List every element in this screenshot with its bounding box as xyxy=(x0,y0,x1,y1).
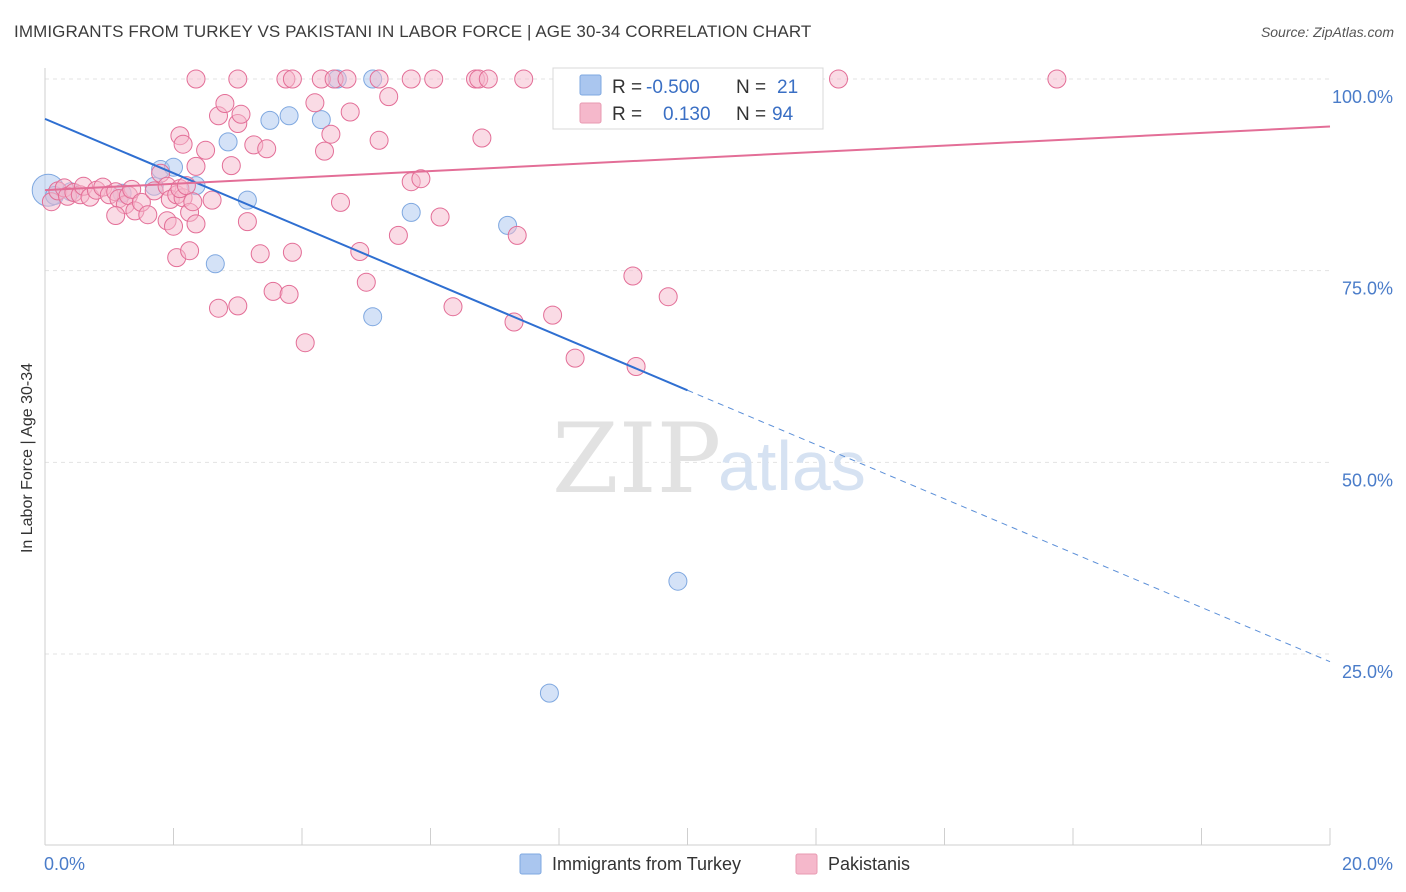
series-legend-swatch-turkey xyxy=(519,853,542,875)
point-turkey xyxy=(363,307,383,327)
point-turkey xyxy=(401,202,421,222)
point-pakistani xyxy=(228,296,248,316)
point-turkey xyxy=(260,110,280,130)
point-turkey xyxy=(279,106,299,126)
point-pakistani xyxy=(180,241,200,261)
watermark: ZIP atlas xyxy=(552,403,866,515)
trend-line-turkey-extrapolated xyxy=(687,389,1331,663)
point-pakistani xyxy=(388,225,408,245)
watermark-atlas: atlas xyxy=(718,427,866,505)
point-pakistani xyxy=(231,104,251,124)
point-pakistani xyxy=(356,272,376,292)
point-pakistani xyxy=(279,284,299,304)
point-pakistani xyxy=(196,140,216,160)
chart-title: IMMIGRANTS FROM TURKEY VS PAKISTANI IN L… xyxy=(14,22,812,41)
point-pakistani xyxy=(331,192,350,212)
point-pakistani xyxy=(202,190,222,210)
point-pakistani xyxy=(173,134,193,154)
point-pakistani xyxy=(186,156,206,176)
point-pakistani xyxy=(215,94,235,113)
point-pakistani xyxy=(565,348,585,368)
series-legend: Immigrants from Turkey Pakistanis xyxy=(519,853,910,875)
legend-swatch-turkey xyxy=(579,74,602,96)
point-pakistani xyxy=(282,69,302,89)
point-pakistani xyxy=(369,69,389,89)
legend-r-value-turkey: -0.500 xyxy=(646,77,700,98)
series-legend-label-turkey: Immigrants from Turkey xyxy=(552,854,741,874)
point-pakistani xyxy=(658,287,678,307)
y-tick-label: 25.0% xyxy=(1342,662,1393,682)
point-turkey xyxy=(539,683,559,703)
watermark-zip: ZIP xyxy=(552,403,721,515)
point-pakistani xyxy=(186,214,206,234)
point-pakistani xyxy=(321,124,341,144)
point-turkey xyxy=(311,110,331,130)
point-pakistani xyxy=(369,130,389,150)
series-legend-label-pakistani: Pakistanis xyxy=(828,854,910,874)
point-pakistani xyxy=(164,216,183,236)
trend-line-pakistani xyxy=(44,125,1331,192)
series-legend-swatch-pakistani xyxy=(795,853,818,875)
point-pakistani xyxy=(209,298,228,318)
legend-r-label-turkey: R = xyxy=(612,77,642,98)
point-pakistani xyxy=(106,206,126,225)
point-pakistani xyxy=(424,69,444,89)
point-pakistani xyxy=(411,169,431,189)
point-pakistani xyxy=(443,297,463,317)
point-pakistani xyxy=(263,281,283,301)
point-pakistani xyxy=(138,205,158,225)
point-pakistani xyxy=(430,207,450,227)
legend-n-label-turkey: N = xyxy=(736,77,766,98)
point-pakistani xyxy=(829,69,848,89)
point-pakistani xyxy=(183,192,203,212)
point-pakistani xyxy=(514,69,534,89)
point-pakistani xyxy=(623,266,643,286)
point-pakistani xyxy=(221,156,241,176)
point-pakistani xyxy=(379,87,399,107)
point-pakistani xyxy=(228,69,248,89)
y-tick-labels: 25.0% 50.0% 75.0% 100.0% xyxy=(1332,87,1393,682)
x-tick-label: 0.0% xyxy=(44,854,85,874)
point-pakistani xyxy=(543,305,563,325)
y-tick-label: 100.0% xyxy=(1332,87,1393,107)
point-pakistani xyxy=(340,102,360,122)
legend-r-value-pakistani: 0.130 xyxy=(663,104,711,125)
point-pakistani xyxy=(186,69,206,89)
point-pakistani xyxy=(1047,69,1067,89)
y-tick-label: 75.0% xyxy=(1342,279,1393,299)
point-pakistani xyxy=(472,128,492,148)
trend-line-turkey xyxy=(44,117,688,392)
legend-n-value-turkey: 21 xyxy=(777,77,798,98)
point-pakistani xyxy=(401,69,421,89)
point-pakistani xyxy=(250,244,270,264)
point-pakistani xyxy=(337,69,357,89)
data-points xyxy=(31,69,1067,703)
point-turkey xyxy=(205,254,225,274)
legend-n-label-pakistani: N = xyxy=(736,104,766,125)
x-tick-labels: 0.0% 20.0% xyxy=(44,854,1393,874)
y-tick-label: 50.0% xyxy=(1342,470,1393,490)
point-pakistani xyxy=(315,141,334,161)
legend-n-value-pakistani: 94 xyxy=(772,104,794,125)
point-pakistani xyxy=(504,312,524,332)
legend-swatch-pakistani xyxy=(579,102,602,124)
point-turkey xyxy=(218,132,238,152)
point-turkey xyxy=(668,571,688,591)
source-credit: Source: ZipAtlas.com xyxy=(1260,24,1394,40)
point-pakistani xyxy=(478,69,498,89)
point-pakistani xyxy=(507,225,527,245)
point-pakistani xyxy=(237,212,257,232)
legend-r-label-pakistani: R = xyxy=(612,104,642,125)
correlation-legend: R = -0.500 N = 21 R = 0.130 N = 94 xyxy=(552,67,824,130)
trend-lines xyxy=(44,117,1331,663)
point-pakistani xyxy=(295,333,315,353)
x-tick-label: 20.0% xyxy=(1342,854,1393,874)
point-pakistani xyxy=(257,139,277,159)
point-pakistani xyxy=(282,242,302,262)
point-pakistani xyxy=(305,93,325,113)
